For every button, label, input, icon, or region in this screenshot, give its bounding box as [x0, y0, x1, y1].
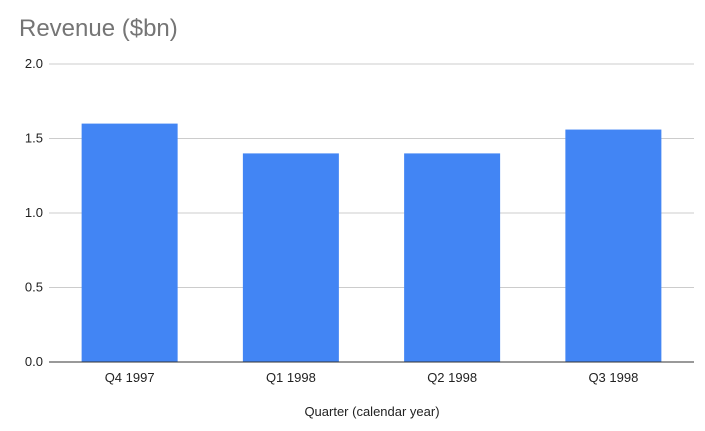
- bar: [242, 153, 339, 362]
- bar: [81, 123, 178, 362]
- axes: 0.0 0.5 1.0 1.5 2.0 Q4 1997 Q1 1998 Q2 1998 Q3 1…: [25, 56, 694, 385]
- bars: [81, 123, 662, 362]
- y-tick-label: 1.0: [25, 205, 43, 220]
- chart-title: Revenue ($bn): [19, 15, 178, 42]
- bar: [404, 153, 501, 362]
- bar: [565, 129, 662, 362]
- x-tick-label: Q2 1998: [427, 370, 477, 385]
- y-tick-label: 2.0: [25, 56, 43, 71]
- x-tick-label: Q3 1998: [588, 370, 638, 385]
- x-axis-title: Quarter (calendar year): [304, 404, 439, 419]
- y-tick-label: 0.5: [25, 280, 43, 295]
- y-tick-label: 0.0: [25, 354, 43, 369]
- x-tick-label: Q4 1997: [105, 370, 155, 385]
- x-tick-label: Q1 1998: [266, 370, 316, 385]
- y-tick-label: 1.5: [25, 131, 43, 146]
